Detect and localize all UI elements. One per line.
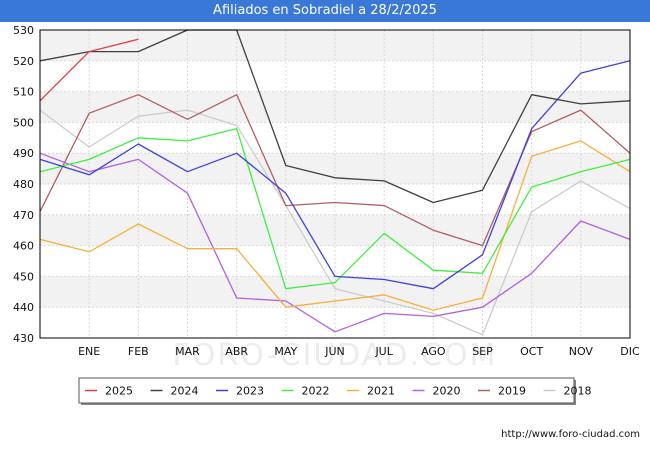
x-tick-label: NOV xyxy=(569,345,594,358)
plot-frame xyxy=(39,29,631,339)
legend: 2025 2024 2023 2022 2021 2020 2019 2018 xyxy=(78,377,592,405)
x-tick-label: JUL xyxy=(374,345,393,358)
y-tick-label: 460 xyxy=(13,240,34,253)
series-line-2023 xyxy=(39,60,631,290)
legend-label-2018: 2018 xyxy=(564,385,592,398)
watermark-text: FORO-CIUDAD.COM xyxy=(173,338,498,373)
axes xyxy=(39,29,631,339)
legend-label-2019: 2019 xyxy=(498,385,526,398)
y-tick-labels: 430 440 450 460 470 480 490 500 510 520 530 xyxy=(13,24,34,345)
x-tick-labels: ENE FEB MAR ABR MAY JUN JUL AGO SEP OCT NOV DIC xyxy=(78,345,640,358)
legend-label-2022: 2022 xyxy=(302,385,330,398)
chart-title: Afiliados en Sobradiel a 28/2/2025 xyxy=(0,0,650,22)
series-line-2018 xyxy=(39,109,631,336)
legend-label-2021: 2021 xyxy=(367,385,395,398)
series-line-2024 xyxy=(39,29,631,204)
x-tick-label: JUN xyxy=(324,345,345,358)
x-tick-label: FEB xyxy=(128,345,149,358)
series-line-2020 xyxy=(39,152,631,333)
y-tick-label: 500 xyxy=(13,116,34,129)
x-tick-label: OCT xyxy=(520,345,543,358)
legend-label-2020: 2020 xyxy=(433,385,461,398)
y-tick-label: 480 xyxy=(13,178,34,191)
legend-label-2025: 2025 xyxy=(105,385,133,398)
series-lines xyxy=(39,29,631,336)
legend-label-2023: 2023 xyxy=(236,385,264,398)
y-tick-label: 490 xyxy=(13,147,34,160)
y-tick-label: 470 xyxy=(13,209,34,222)
y-tick-label: 520 xyxy=(13,55,34,68)
source-url: http://www.foro-ciudad.com xyxy=(501,429,640,440)
y-tick-label: 530 xyxy=(13,24,34,37)
x-tick-label: SEP xyxy=(472,345,493,358)
series-line-2021 xyxy=(39,140,631,311)
y-tick-label: 440 xyxy=(13,301,34,314)
series-line-2019 xyxy=(39,94,631,247)
series-line-2022 xyxy=(39,127,631,290)
legend-label-2024: 2024 xyxy=(171,385,199,398)
y-tick-label: 430 xyxy=(13,332,34,345)
series-line-2025 xyxy=(39,38,139,102)
x-tick-label: ABR xyxy=(225,345,248,358)
x-tick-label: DIC xyxy=(620,345,640,358)
x-tick-label: MAR xyxy=(175,345,200,358)
x-tick-label: AGO xyxy=(421,345,446,358)
y-tick-label: 450 xyxy=(13,270,34,283)
x-tick-label: MAY xyxy=(274,345,297,358)
x-tick-label: ENE xyxy=(78,345,100,358)
y-tick-label: 510 xyxy=(13,86,34,99)
